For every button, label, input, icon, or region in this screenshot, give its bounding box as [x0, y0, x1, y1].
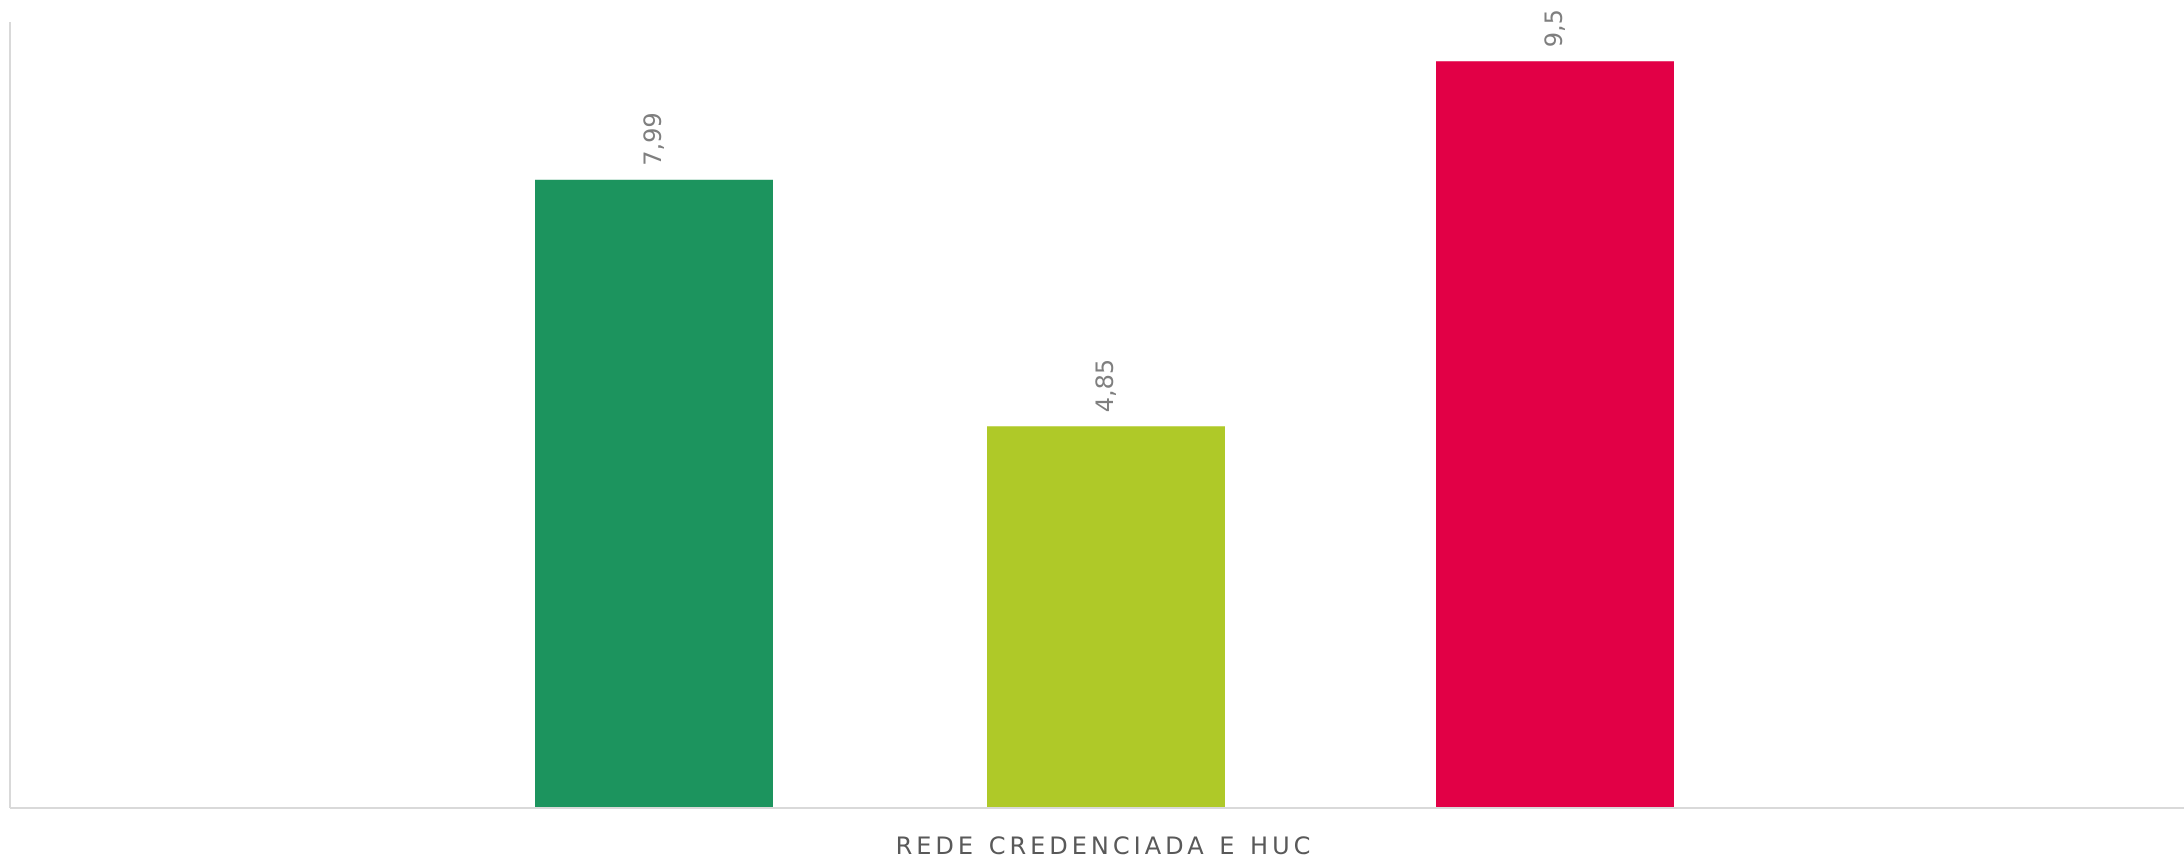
bar-2 [987, 426, 1225, 807]
x-tick-label-category: REDE CREDENCIADA E HUC [896, 832, 1315, 856]
data-label-1: 7,99 [639, 112, 667, 165]
data-label-2: 4,85 [1091, 359, 1119, 412]
data-label-3: 9,5 [1540, 9, 1568, 47]
bar-3 [1436, 61, 1674, 807]
bar-1 [535, 179, 773, 807]
